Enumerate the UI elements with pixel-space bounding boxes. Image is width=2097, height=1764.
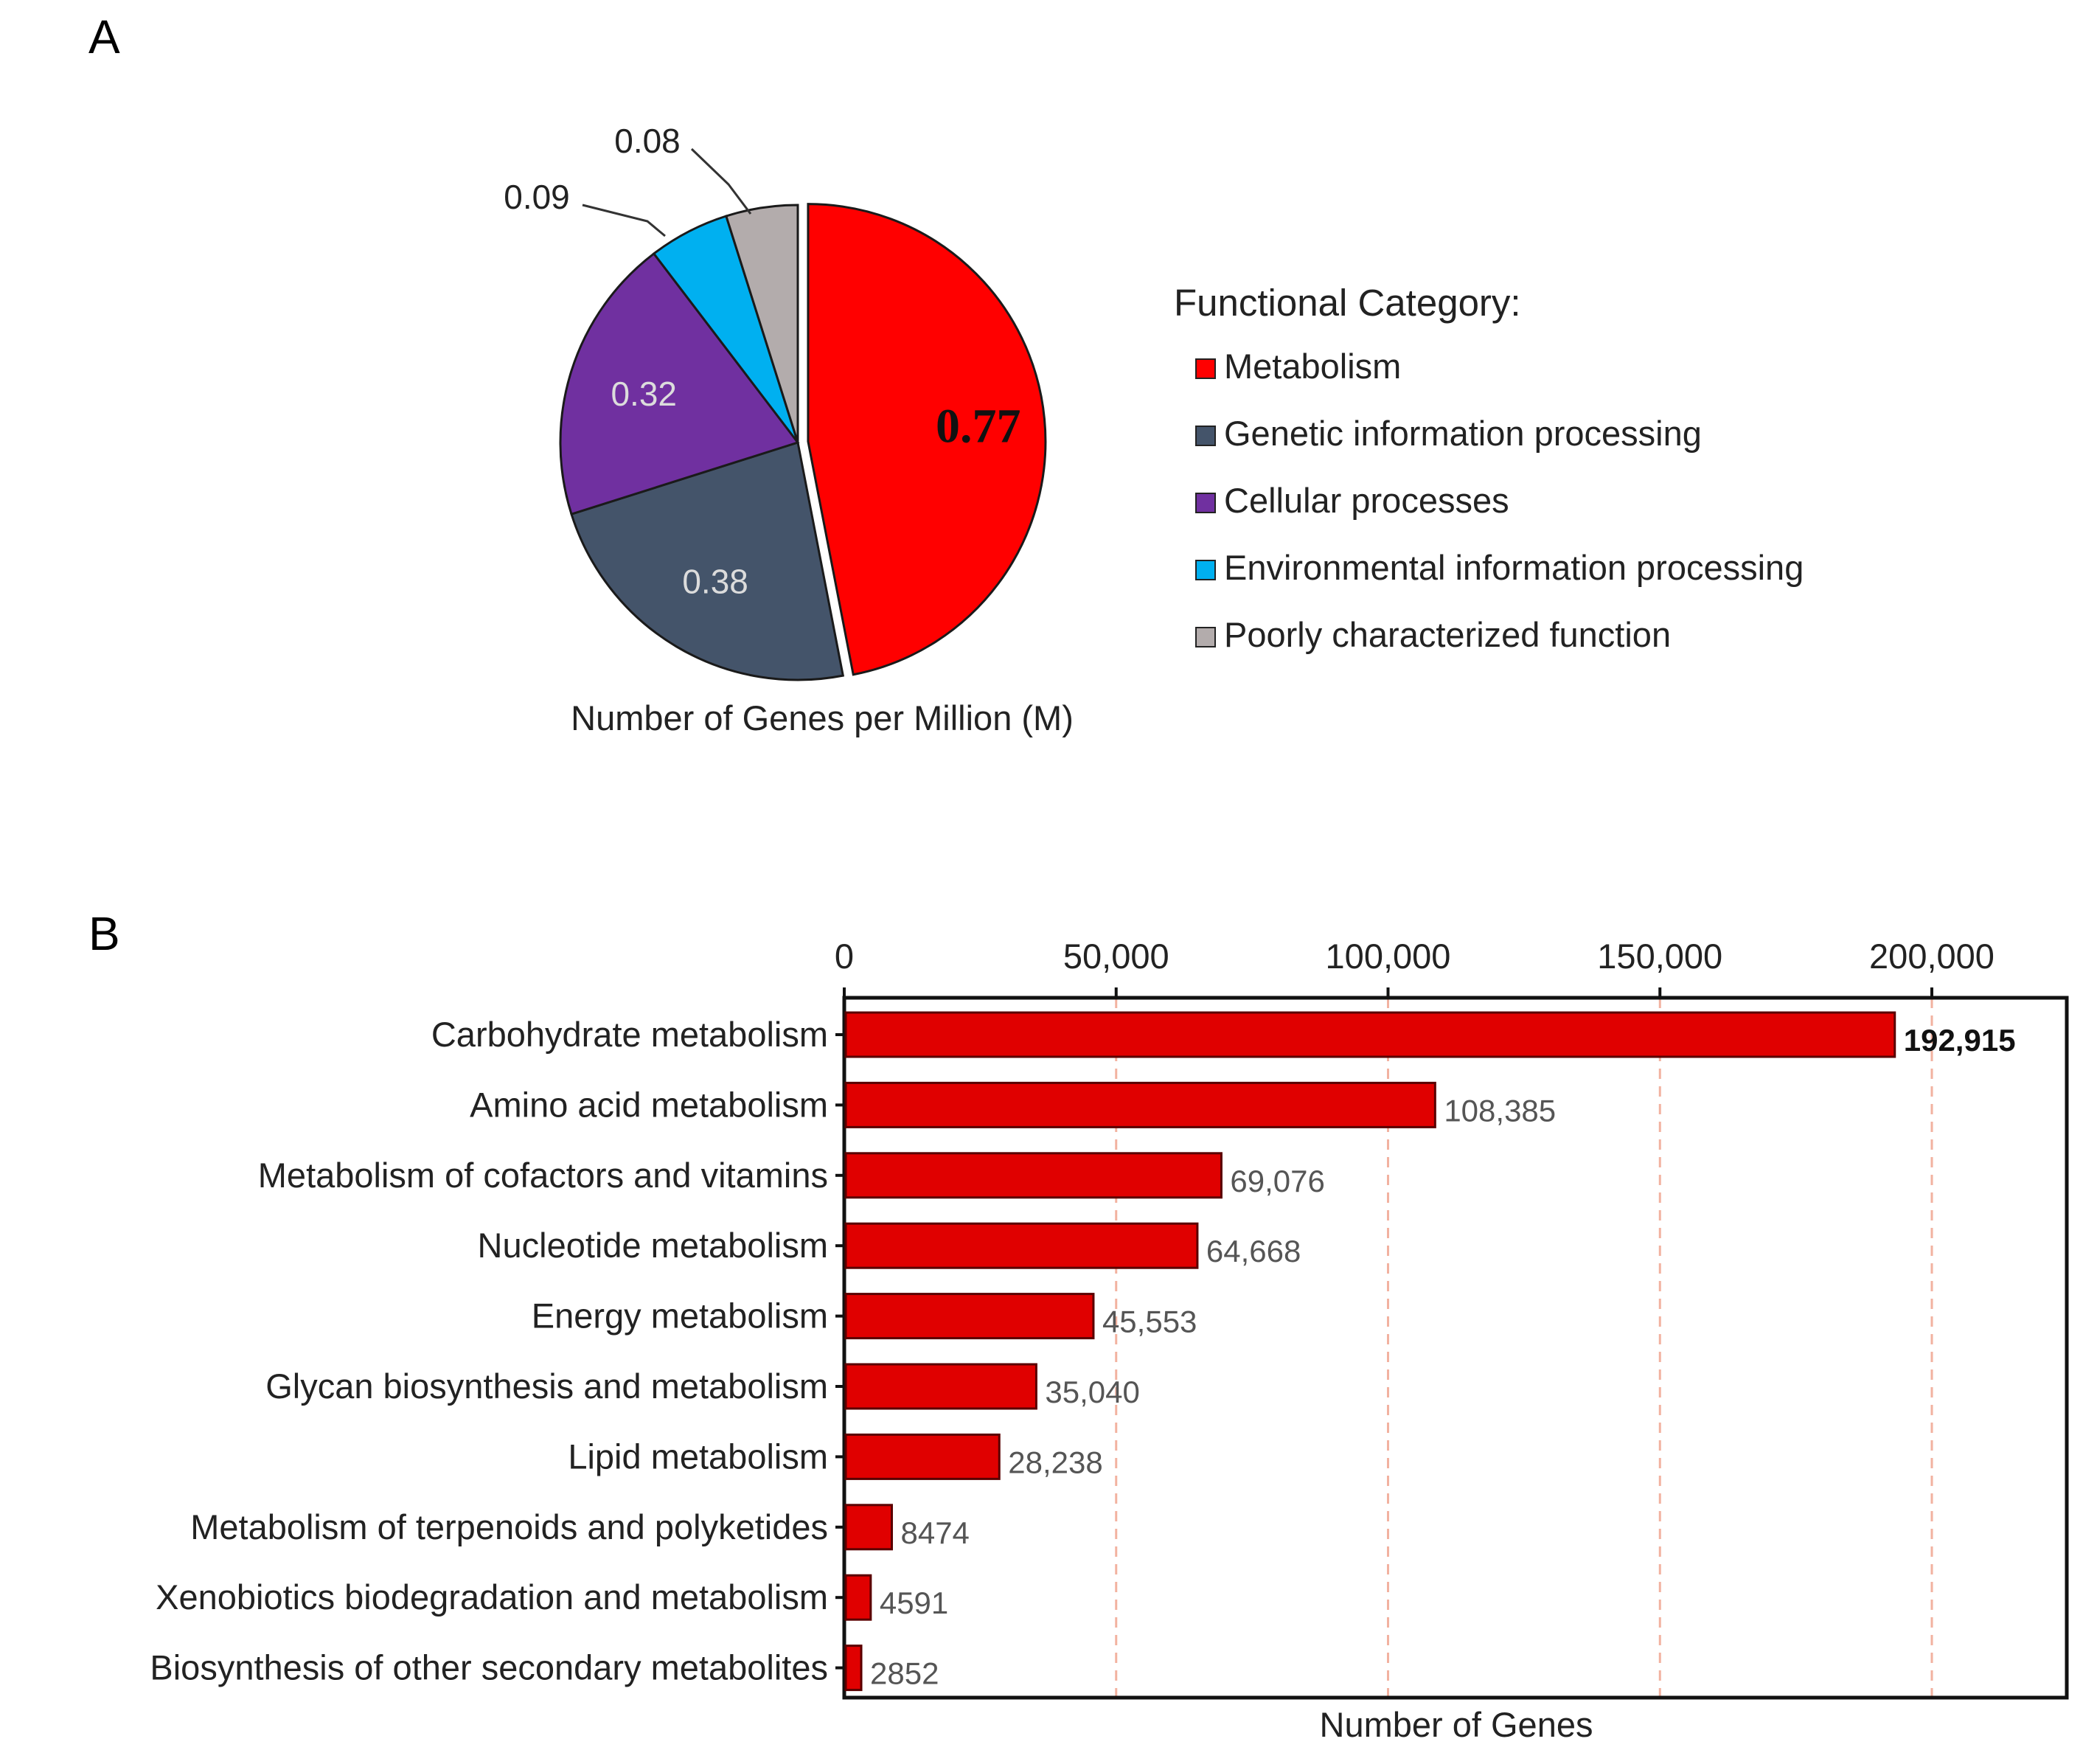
x-tick-label-150000: 150,000 (1597, 937, 1722, 976)
category-label-amino-acid-metabolism: Amino acid metabolism (470, 1085, 828, 1124)
x-tick-label-100000: 100,000 (1326, 937, 1451, 976)
pie-leader-line-environmental-information-processing (582, 204, 666, 237)
bar-glycan-biosynthesis-and-metabolism (844, 1363, 1037, 1410)
pie-value-label-metabolism: 0.77 (936, 400, 1021, 454)
bar-x-axis-label: Number of Genes (1320, 1705, 1593, 1744)
legend-item-poorly-characterized-function: Poorly characterized function (1224, 615, 1671, 654)
pie-title: Number of Genes per Million (M) (571, 698, 1074, 737)
category-label-xenobiotics-biodegradation-and-metabolism: Xenobiotics biodegradation and metabolis… (156, 1577, 828, 1617)
pie-slice-poorly-characterized-function (724, 204, 799, 443)
bar-metabolism-of-cofactors-and-vitamins (844, 1152, 1223, 1199)
plot-frame (842, 996, 2069, 1700)
panel-label-a: A (88, 10, 120, 63)
x-tick-label-0: 0 (835, 937, 854, 976)
category-label-metabolism-of-cofactors-and-vitamins: Metabolism of cofactors and vitamins (258, 1156, 828, 1195)
value-label-metabolism-of-terpenoids-and-polyketides: 8474 (900, 1515, 969, 1550)
value-label-metabolism-of-cofactors-and-vitamins: 69,076 (1230, 1164, 1324, 1198)
pie-chart: 0.77 0.38 0.32 0.09 0.08 (504, 122, 1047, 681)
pie-value-label-poorly-characterized-function: 0.08 (614, 122, 681, 160)
bar-biosynthesis-of-other-secondary-metabolites (844, 1645, 863, 1692)
value-label-biosynthesis-of-other-secondary-metabolites: 2852 (870, 1656, 939, 1691)
value-label-glycan-biosynthesis-and-metabolism: 35,040 (1045, 1375, 1139, 1409)
pie-slice-metabolism (807, 203, 1047, 676)
legend-swatch-environmental-information-processing (1195, 560, 1216, 580)
pie-value-label-cellular-processes: 0.32 (611, 375, 677, 413)
category-label-energy-metabolism: Energy metabolism (532, 1296, 828, 1336)
legend-title: Functional Category: (1174, 282, 1521, 324)
bar-metabolism-of-terpenoids-and-polyketides (844, 1504, 893, 1551)
value-label-amino-acid-metabolism: 108,385 (1444, 1093, 1556, 1128)
category-label-metabolism-of-terpenoids-and-polyketides: Metabolism of terpenoids and polyketides (190, 1507, 828, 1546)
value-label-nucleotide-metabolism: 64,668 (1206, 1234, 1301, 1268)
bar-energy-metabolism (844, 1293, 1095, 1340)
category-label-lipid-metabolism: Lipid metabolism (568, 1437, 828, 1476)
bar-xenobiotics-biodegradation-and-metabolism (844, 1574, 872, 1621)
pie-value-label-environmental-information-processing: 0.09 (504, 178, 570, 216)
category-label-biosynthesis-of-other-secondary-metabolites: Biosynthesis of other secondary metaboli… (150, 1648, 828, 1687)
legend-swatch-metabolism (1195, 358, 1216, 379)
panel-label-b: B (88, 907, 120, 960)
bar-lipid-metabolism (844, 1433, 1001, 1480)
bar-nucleotide-metabolism (844, 1222, 1199, 1269)
bar-amino-acid-metabolism (844, 1081, 1436, 1128)
pie-leader-line-poorly-characterized-function (690, 147, 752, 215)
category-label-glycan-biosynthesis-and-metabolism: Glycan biosynthesis and metabolism (265, 1367, 828, 1406)
value-label-energy-metabolism: 45,553 (1102, 1305, 1197, 1339)
legend-item-cellular-processes: Cellular processes (1224, 481, 1509, 520)
value-label-carbohydrate-metabolism: 192,915 (1904, 1023, 2016, 1058)
category-label-carbohydrate-metabolism: Carbohydrate metabolism (431, 1015, 828, 1054)
bar-carbohydrate-metabolism (844, 1011, 1896, 1058)
pie-slice-genetic-information-processing (570, 441, 845, 681)
value-label-xenobiotics-biodegradation-and-metabolism: 4591 (880, 1586, 948, 1620)
legend-swatch-genetic-information-processing (1195, 426, 1216, 446)
pie-value-label-genetic-information-processing: 0.38 (682, 562, 748, 600)
x-tick-label-200000: 200,000 (1869, 937, 1995, 976)
legend-swatch-cellular-processes (1195, 493, 1216, 513)
legend-item-genetic-information-processing: Genetic information processing (1224, 414, 1702, 453)
value-label-lipid-metabolism: 28,238 (1008, 1445, 1102, 1479)
bar-chart: 0 50,000 100,000 150,000 200,000 Carbohydrate… (150, 937, 2069, 1700)
pie-legend: Functional Category: Metabolism Genetic i… (1174, 282, 1804, 654)
category-label-nucleotide-metabolism: Nucleotide metabolism (478, 1226, 828, 1265)
legend-item-metabolism: Metabolism (1224, 347, 1401, 386)
pie-slice-cellular-processes (559, 251, 800, 516)
x-tick-label-50000: 50,000 (1063, 937, 1169, 976)
legend-item-environmental-information-processing: Environmental information processing (1224, 548, 1804, 587)
legend-swatch-poorly-characterized-function (1195, 627, 1216, 647)
